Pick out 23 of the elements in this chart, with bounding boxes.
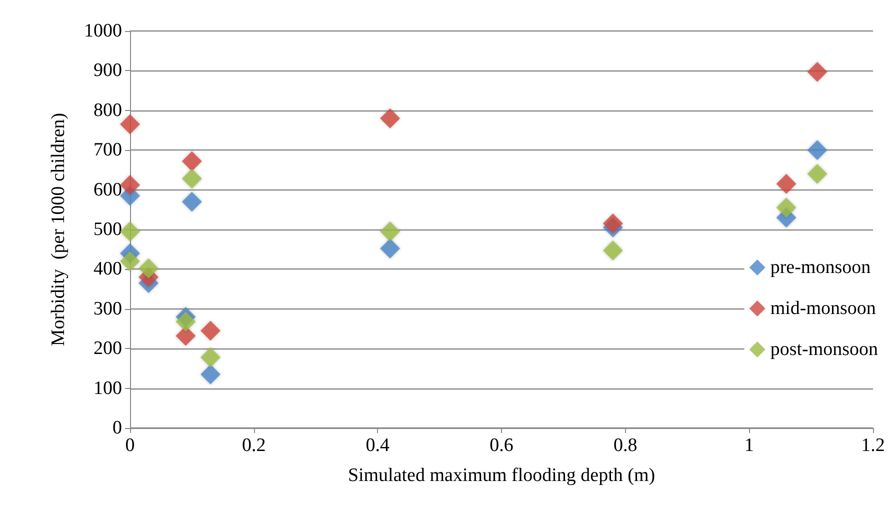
x-tick-label: 0.6 <box>490 435 514 456</box>
y-tick-label: 400 <box>94 258 122 280</box>
y-axis-title: Morbidity (per 1000 children) <box>48 112 69 346</box>
legend-label: pre-monsoon <box>770 257 872 278</box>
x-tick-label: 0.2 <box>242 435 266 456</box>
y-tick-label: 600 <box>94 179 122 200</box>
y-tick-label: 1000 <box>84 20 122 42</box>
y-tick-label: 200 <box>94 338 122 360</box>
x-axis-title: Simulated maximum flooding depth (m) <box>348 465 656 486</box>
y-tick-label: 0 <box>112 418 122 438</box>
y-tick-label: 700 <box>94 140 122 161</box>
y-tick-label: 800 <box>94 100 122 121</box>
y-tick-label: 900 <box>94 60 122 82</box>
y-tick-label: 500 <box>94 219 122 240</box>
legend-label: mid-monsoon <box>770 298 876 319</box>
x-tick-label: 0 <box>125 435 135 456</box>
x-tick-label: 1 <box>744 435 754 456</box>
x-tick-label: 1.2 <box>861 435 885 456</box>
legend-label: post-monsoon <box>770 339 878 360</box>
y-tick-label: 300 <box>94 298 122 320</box>
x-tick-label: 0.4 <box>366 435 390 456</box>
y-tick-label: 100 <box>94 378 122 399</box>
x-tick-label: 0.8 <box>613 435 638 456</box>
